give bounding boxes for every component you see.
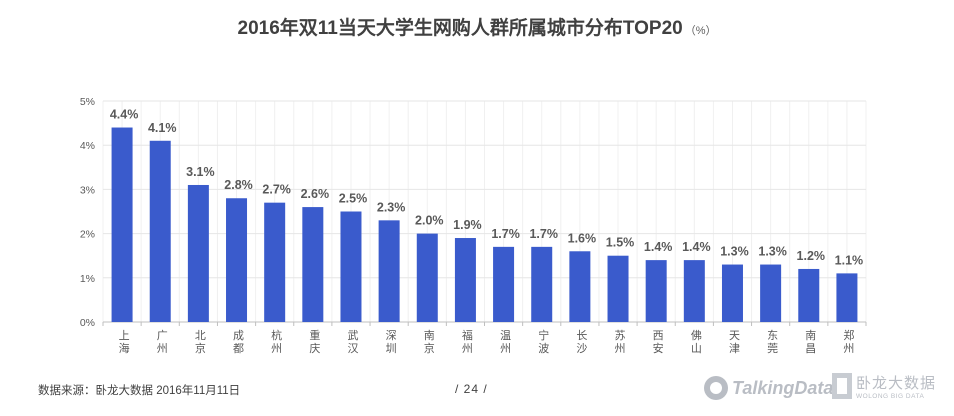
x-tick-label: 苏州: [615, 329, 626, 355]
bar-4: [226, 198, 248, 322]
data-label: 2.5%: [339, 192, 368, 206]
bar-5: [264, 202, 286, 322]
data-label: 1.7%: [491, 227, 520, 241]
x-tick-label: 福州: [462, 328, 473, 355]
data-label: 1.4%: [682, 240, 711, 254]
bar-8: [378, 220, 400, 322]
data-label: 2.3%: [377, 200, 406, 214]
y-tick-label: 2%: [80, 229, 95, 241]
x-tick-label: 广州: [157, 329, 168, 355]
bar-2: [149, 140, 171, 322]
x-tick-label: 深圳: [386, 329, 397, 355]
data-label: 3.1%: [186, 165, 215, 179]
x-tick-label: 北京: [195, 329, 206, 355]
bar-1: [111, 127, 133, 323]
data-label: 4.1%: [148, 121, 177, 135]
x-tick-label: 南京: [424, 329, 435, 355]
x-tick-label: 武汉: [347, 329, 358, 355]
wolong-logo-en: WOLONG BIG DATA: [856, 393, 925, 400]
data-label: 2.7%: [262, 183, 291, 197]
data-label: 4.4%: [110, 108, 139, 122]
data-label: 1.9%: [453, 218, 482, 232]
x-tick-label: 西安: [653, 329, 664, 355]
wolong-logo: 卧龙大数据 WOLONG BIG DATA: [832, 372, 936, 400]
x-tick-label: 南昌: [805, 329, 816, 355]
y-tick-label: 4%: [80, 140, 95, 152]
y-tick-label: 1%: [80, 273, 95, 285]
bar-13: [569, 251, 591, 322]
y-tick-label: 0%: [80, 317, 95, 329]
data-label: 2.6%: [301, 187, 330, 201]
data-label: 1.3%: [720, 245, 749, 259]
x-tick-label: 东莞: [767, 329, 778, 355]
data-label: 1.2%: [797, 249, 826, 263]
x-tick-label: 佛山: [691, 329, 702, 355]
bar-15: [645, 260, 667, 322]
x-tick-label: 重庆: [309, 328, 320, 355]
data-label: 1.7%: [529, 227, 558, 241]
page-number: / 24 /: [455, 382, 488, 396]
bar-7: [340, 211, 362, 322]
bar-19: [798, 268, 820, 322]
data-label: 1.6%: [568, 231, 597, 245]
chart-title-text: 2016年双11当天大学生网购人群所属城市分布TOP20: [237, 18, 683, 39]
data-label: 1.4%: [644, 240, 673, 254]
x-tick-label: 郑州: [843, 328, 854, 355]
data-label: 1.5%: [606, 236, 635, 250]
bar-16: [683, 260, 705, 322]
bar-10: [454, 238, 476, 322]
chart-title: 2016年双11当天大学生网购人群所属城市分布TOP20 （%）: [0, 13, 954, 40]
bar-11: [493, 246, 515, 322]
wolong-logo-icon: [832, 373, 852, 399]
x-tick-label: 上海: [119, 329, 130, 355]
wolong-logo-cn: 卧龙大数据: [856, 375, 937, 392]
bar-20: [836, 273, 858, 322]
x-tick-label: 天津: [729, 329, 740, 355]
bar-17: [721, 264, 743, 322]
x-tick-label: 宁波: [538, 328, 549, 355]
x-tick-label: 温州: [500, 329, 511, 355]
bar-14: [607, 255, 629, 322]
y-tick-label: 3%: [80, 184, 95, 196]
x-tick-label: 杭州: [271, 328, 282, 355]
bar-18: [760, 264, 782, 322]
bar-9: [416, 233, 438, 322]
talkingdata-logo-icon: [704, 376, 728, 400]
data-label: 1.1%: [835, 253, 864, 267]
talkingdata-logo: TalkingData: [704, 375, 833, 401]
x-tick-label: 长沙: [576, 329, 587, 355]
talkingdata-logo-text: TalkingData: [732, 377, 834, 398]
data-label: 1.3%: [758, 245, 787, 259]
bar-3: [187, 184, 209, 322]
bar-6: [302, 207, 324, 322]
data-label: 2.0%: [415, 214, 444, 228]
bar-12: [531, 246, 553, 322]
data-label: 2.8%: [224, 178, 253, 192]
x-tick-label: 成都: [233, 329, 244, 355]
y-tick-label: 5%: [80, 96, 95, 108]
data-source-note: 数据来源：卧龙大数据 2016年11月11日: [38, 385, 241, 397]
chart-title-unit: （%）: [684, 25, 717, 37]
